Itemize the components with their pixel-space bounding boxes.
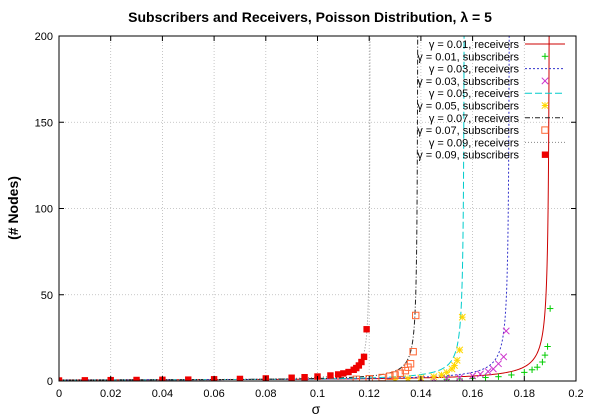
- x-tick-label: 0.06: [203, 388, 224, 400]
- legend-swatch: [541, 101, 549, 110]
- legend-label: γ = 0.07, subscribers: [417, 125, 519, 137]
- x-axis-label: σ: [312, 401, 321, 417]
- legend-label: γ = 0.03, receivers: [429, 64, 520, 76]
- x-tick-label: 0: [56, 388, 62, 400]
- data-point: [456, 373, 464, 381]
- data-point: [360, 353, 368, 361]
- data-point: [453, 356, 461, 364]
- data-point: [340, 370, 347, 377]
- data-point: [500, 353, 508, 361]
- data-point: [456, 346, 464, 354]
- data-point: [406, 360, 415, 368]
- x-tick-label: 0.08: [255, 388, 276, 400]
- data-point: [358, 358, 365, 366]
- legend-swatch: [541, 151, 549, 158]
- y-tick-label: 200: [35, 31, 53, 43]
- x-tick-label: 0.1: [310, 388, 325, 400]
- y-axis-label: (# Nodes): [5, 176, 21, 240]
- data-point: [185, 376, 192, 381]
- data-point: [443, 368, 451, 376]
- legend-label: γ = 0.09, subscribers: [417, 150, 519, 162]
- legend-label: γ = 0.01, receivers: [429, 39, 520, 51]
- data-point: [469, 372, 477, 380]
- data-point: [133, 376, 140, 381]
- y-tick-label: 50: [41, 290, 53, 302]
- data-point: [502, 327, 510, 335]
- legend-label: γ = 0.09, receivers: [429, 137, 520, 149]
- data-point: [345, 368, 352, 376]
- legend-label: γ = 0.05, subscribers: [417, 101, 519, 113]
- data-point: [391, 371, 399, 379]
- data-point: [363, 326, 370, 333]
- x-tick-label: 0.14: [410, 388, 431, 400]
- data-point: [301, 374, 308, 381]
- legend-label: γ = 0.07, receivers: [429, 113, 520, 125]
- data-point: [476, 370, 484, 378]
- data-point: [81, 377, 89, 381]
- x-tick-label: 0.2: [568, 388, 583, 400]
- data-point: [458, 313, 466, 321]
- grid: [59, 36, 576, 381]
- data-point: [544, 343, 551, 350]
- series-points-5: [391, 313, 466, 381]
- series-points-1: [443, 305, 554, 381]
- data-point: [59, 377, 63, 381]
- legend-label: γ = 0.05, receivers: [429, 88, 520, 100]
- legend-swatch: [541, 53, 549, 60]
- data-point: [430, 373, 438, 381]
- data-point: [327, 372, 334, 379]
- y-tick-label: 0: [47, 376, 53, 388]
- data-point: [541, 351, 549, 359]
- y-tick-label: 150: [35, 117, 53, 129]
- chart-title: Subscribers and Receivers, Poisson Distr…: [128, 9, 492, 25]
- data-point: [236, 375, 244, 381]
- data-point: [484, 367, 492, 376]
- y-tick-label: 100: [35, 204, 53, 216]
- data-point: [495, 373, 502, 380]
- data-point: [482, 374, 489, 381]
- data-point: [386, 372, 394, 380]
- x-tick-label: 0.18: [514, 388, 535, 400]
- series-line-8: [59, 36, 371, 381]
- x-tick-label: 0.16: [462, 388, 483, 400]
- series-points-7: [352, 311, 420, 381]
- series-layer: [59, 36, 554, 381]
- data-point: [396, 369, 404, 377]
- x-tick-label: 0.12: [358, 388, 379, 400]
- data-point: [355, 362, 363, 369]
- series-line-4: [59, 36, 465, 381]
- data-point: [539, 358, 546, 366]
- data-point: [508, 371, 515, 379]
- data-point: [528, 366, 536, 373]
- legend-swatch: [541, 126, 549, 134]
- series-line-6: [59, 36, 419, 381]
- data-point: [412, 311, 420, 320]
- data-point: [409, 347, 417, 356]
- x-tick-label: 0.02: [100, 388, 121, 400]
- legend-label: γ = 0.03, subscribers: [417, 76, 519, 88]
- data-point: [365, 375, 373, 381]
- data-point: [494, 360, 503, 368]
- data-point: [288, 374, 295, 381]
- series-points-9: [59, 326, 370, 381]
- data-point: [534, 364, 541, 371]
- data-point: [456, 375, 463, 381]
- x-tick-label: 0.04: [152, 388, 173, 400]
- tick-layer: 0 0.02 0.04 0.06 0.08 0.1 0.12 0.14 0.16 0.18 0.2 0…: [35, 31, 584, 400]
- data-point: [334, 371, 342, 378]
- legend-label: γ = 0.01, subscribers: [417, 51, 519, 63]
- legend-swatch: [541, 77, 549, 85]
- data-point: [546, 305, 554, 312]
- data-point: [352, 375, 360, 381]
- data-point: [521, 369, 528, 376]
- data-point: [443, 376, 450, 381]
